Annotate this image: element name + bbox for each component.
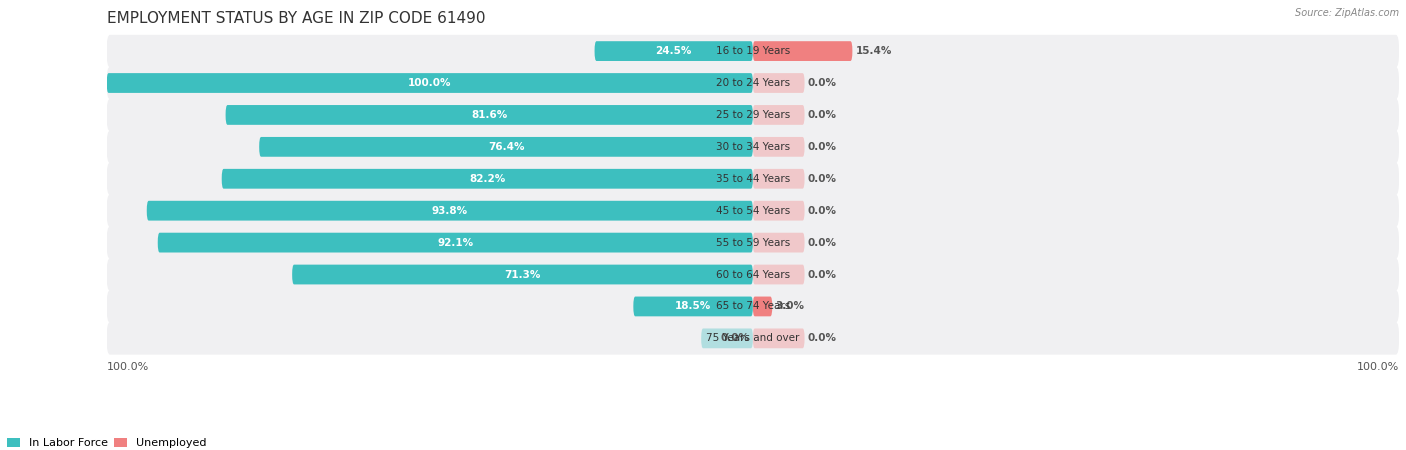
FancyBboxPatch shape (157, 233, 752, 252)
Text: 0.0%: 0.0% (808, 142, 837, 152)
FancyBboxPatch shape (222, 169, 752, 189)
Text: 0.0%: 0.0% (808, 174, 837, 184)
Text: 3.0%: 3.0% (776, 302, 804, 311)
FancyBboxPatch shape (752, 265, 804, 284)
Text: 100.0%: 100.0% (408, 78, 451, 88)
FancyBboxPatch shape (107, 67, 1399, 99)
Text: 82.2%: 82.2% (470, 174, 505, 184)
Text: 35 to 44 Years: 35 to 44 Years (716, 174, 790, 184)
Text: 16 to 19 Years: 16 to 19 Years (716, 46, 790, 56)
FancyBboxPatch shape (225, 105, 752, 125)
FancyBboxPatch shape (146, 201, 752, 220)
FancyBboxPatch shape (107, 258, 1399, 291)
FancyBboxPatch shape (107, 226, 1399, 259)
Text: 24.5%: 24.5% (655, 46, 692, 56)
Text: 20 to 24 Years: 20 to 24 Years (716, 78, 790, 88)
FancyBboxPatch shape (107, 130, 1399, 163)
Text: 81.6%: 81.6% (471, 110, 508, 120)
FancyBboxPatch shape (702, 328, 752, 348)
FancyBboxPatch shape (107, 73, 752, 93)
Text: 0.0%: 0.0% (808, 206, 837, 216)
Legend: In Labor Force, Unemployed: In Labor Force, Unemployed (7, 438, 207, 449)
Text: 60 to 64 Years: 60 to 64 Years (716, 270, 790, 279)
Text: 55 to 59 Years: 55 to 59 Years (716, 238, 790, 248)
FancyBboxPatch shape (595, 41, 752, 61)
FancyBboxPatch shape (633, 297, 752, 316)
Text: 71.3%: 71.3% (505, 270, 541, 279)
FancyBboxPatch shape (107, 35, 1399, 68)
Text: 18.5%: 18.5% (675, 302, 711, 311)
Text: 25 to 29 Years: 25 to 29 Years (716, 110, 790, 120)
Text: 0.0%: 0.0% (808, 270, 837, 279)
FancyBboxPatch shape (107, 322, 1399, 355)
Text: EMPLOYMENT STATUS BY AGE IN ZIP CODE 61490: EMPLOYMENT STATUS BY AGE IN ZIP CODE 614… (107, 10, 485, 26)
Text: 0.0%: 0.0% (721, 333, 749, 343)
Text: 93.8%: 93.8% (432, 206, 468, 216)
FancyBboxPatch shape (752, 233, 804, 252)
FancyBboxPatch shape (752, 169, 804, 189)
Text: 65 to 74 Years: 65 to 74 Years (716, 302, 790, 311)
Text: Source: ZipAtlas.com: Source: ZipAtlas.com (1295, 8, 1399, 18)
FancyBboxPatch shape (752, 328, 804, 348)
Text: 100.0%: 100.0% (1357, 362, 1399, 372)
Text: 92.1%: 92.1% (437, 238, 474, 248)
Text: 76.4%: 76.4% (488, 142, 524, 152)
FancyBboxPatch shape (752, 73, 804, 93)
Text: 0.0%: 0.0% (808, 78, 837, 88)
Text: 45 to 54 Years: 45 to 54 Years (716, 206, 790, 216)
Text: 15.4%: 15.4% (856, 46, 891, 56)
FancyBboxPatch shape (292, 265, 752, 284)
FancyBboxPatch shape (752, 201, 804, 220)
FancyBboxPatch shape (107, 162, 1399, 195)
FancyBboxPatch shape (259, 137, 752, 157)
Text: 75 Years and over: 75 Years and over (706, 333, 800, 343)
FancyBboxPatch shape (107, 99, 1399, 131)
Text: 0.0%: 0.0% (808, 238, 837, 248)
FancyBboxPatch shape (107, 194, 1399, 227)
Text: 0.0%: 0.0% (808, 110, 837, 120)
FancyBboxPatch shape (752, 297, 772, 316)
Text: 0.0%: 0.0% (808, 333, 837, 343)
Text: 30 to 34 Years: 30 to 34 Years (716, 142, 790, 152)
FancyBboxPatch shape (752, 137, 804, 157)
FancyBboxPatch shape (107, 290, 1399, 323)
FancyBboxPatch shape (752, 105, 804, 125)
FancyBboxPatch shape (752, 41, 852, 61)
Text: 100.0%: 100.0% (107, 362, 149, 372)
